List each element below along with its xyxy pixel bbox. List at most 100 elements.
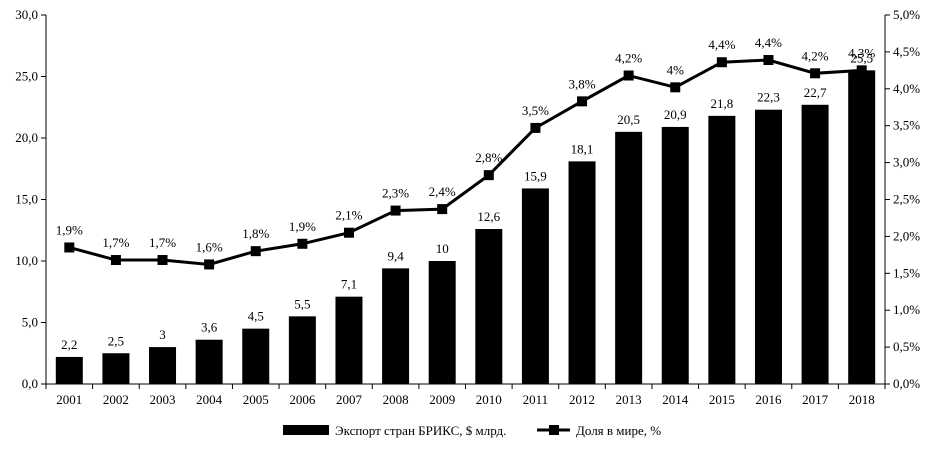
bar-value-label: 15,9 [524,168,547,183]
y-right-tick-label: 2,5% [893,192,920,207]
line-value-label: 4,4% [708,37,735,52]
line-point-marker [810,68,821,79]
axes-group: 0,0 5,0 10,0 15,0 20,0 25,0 30,0 0,0% 0,5% 1,0% 1,… [15,7,920,407]
bar [848,70,876,384]
line-value-label: 3,8% [568,76,595,91]
bar [55,356,83,384]
line-value-label: 4,2% [615,51,642,66]
bar-value-label: 4,5 [248,309,264,324]
x-tick-label: 2013 [616,392,642,407]
y-left-tick-label: 10,0 [15,253,38,268]
line-value-label: 2,1% [335,208,362,223]
line-series-path [68,58,862,266]
bar [615,131,643,384]
legend-bar-label: Экспорт стран БРИКС, $ млрд. [335,423,506,438]
legend: Экспорт стран БРИКС, $ млрд. Доля в мире… [283,423,661,438]
bar [149,347,177,384]
bar [475,229,503,384]
bar-value-label: 22,7 [804,85,827,100]
x-tick-label: 2018 [849,392,875,407]
bar-value-label: 2,5 [108,333,124,348]
line-point-marker [716,57,727,68]
line-value-label: 1,7% [102,235,129,250]
line-series-group [64,55,867,270]
bar-value-label: 22,3 [757,90,780,105]
bar-value-label: 5,5 [294,296,310,311]
line-value-label: 2,3% [382,186,409,201]
y-left-tick-label: 0,0 [22,376,38,391]
y-left-tick-label: 5,0 [22,315,38,330]
bar-series-group [55,70,876,385]
line-point-marker [763,55,774,66]
bar-value-label: 3,6 [201,320,218,335]
x-tick-label: 2006 [289,392,316,407]
x-tick-label: 2010 [476,392,502,407]
line-value-label: 4,2% [802,48,829,63]
bar-value-label: 9,4 [387,248,404,263]
x-tick-label: 2007 [336,392,363,407]
bar [242,328,270,384]
line-point-marker [343,227,354,238]
bar-value-label: 2,2 [61,337,77,352]
bar [288,316,316,384]
y-left-tick-label: 30,0 [15,7,38,22]
bar-value-label: 7,1 [341,277,357,292]
y-left-tick-label: 25,0 [15,69,38,84]
line-point-marker [623,70,634,81]
bar-value-label: 12,6 [477,209,500,224]
y-right-tick-label: 1,0% [893,302,920,317]
bar-value-label: 3 [159,327,166,342]
line-point-marker [110,255,121,266]
y-right-tick-label: 2,0% [893,228,920,243]
x-tick-label: 2003 [150,392,176,407]
bar [195,339,223,384]
x-tick-label: 2017 [802,392,829,407]
y-right-tick-label: 4,0% [893,81,920,96]
x-tick-label: 2001 [56,392,82,407]
y-left-tick-label: 20,0 [15,130,38,145]
line-point-marker [437,204,448,215]
y-right-tick-label: 1,5% [893,265,920,280]
line-value-label: 2,8% [475,150,502,165]
bar [661,126,689,385]
line-point-marker [483,170,494,181]
line-point-marker [157,255,168,266]
y-right-tick-label: 3,0% [893,155,920,170]
y-right-tick-label: 0,5% [893,339,920,354]
x-tick-label: 2015 [709,392,735,407]
x-tick-label: 2012 [569,392,595,407]
y-right-tick-label: 4,5% [893,44,920,59]
y-right-tick-label: 5,0% [893,7,920,22]
line-value-label: 2,4% [429,184,456,199]
bar-value-label: 25,5 [850,50,873,65]
line-value-label: 1,7% [149,235,176,250]
bar [382,268,410,384]
data-labels-group: 2,2 2,5 3 3,6 4,5 5,5 7,1 9,4 10 12,6 15,9 18,1 20,5… [56,35,876,352]
bar [568,161,596,384]
line-value-label: 1,9% [289,219,316,234]
x-tick-label: 2008 [383,392,409,407]
line-value-label: 1,6% [196,239,223,254]
line-value-label: 4% [667,62,685,77]
line-value-label: 1,9% [56,222,83,237]
line-value-label: 3,5% [522,103,549,118]
line-value-label: 1,8% [242,226,269,241]
bar-value-label: 18,1 [571,141,594,156]
bar-value-label: 20,9 [664,107,687,122]
line-point-marker [204,259,215,270]
y-right-tick-label: 0,0% [893,376,920,391]
line-point-marker [297,238,308,249]
x-tick-label: 2002 [103,392,129,407]
bar [754,109,782,385]
line-point-marker [670,82,681,93]
bar [708,115,736,385]
line-point-marker [530,122,541,133]
x-tick-label: 2014 [662,392,689,407]
y-right-tick-label: 3,5% [893,118,920,133]
line-point-marker [250,246,261,257]
bar-value-label: 20,5 [617,112,640,127]
bar [335,296,363,384]
legend-bar-swatch [283,425,329,435]
